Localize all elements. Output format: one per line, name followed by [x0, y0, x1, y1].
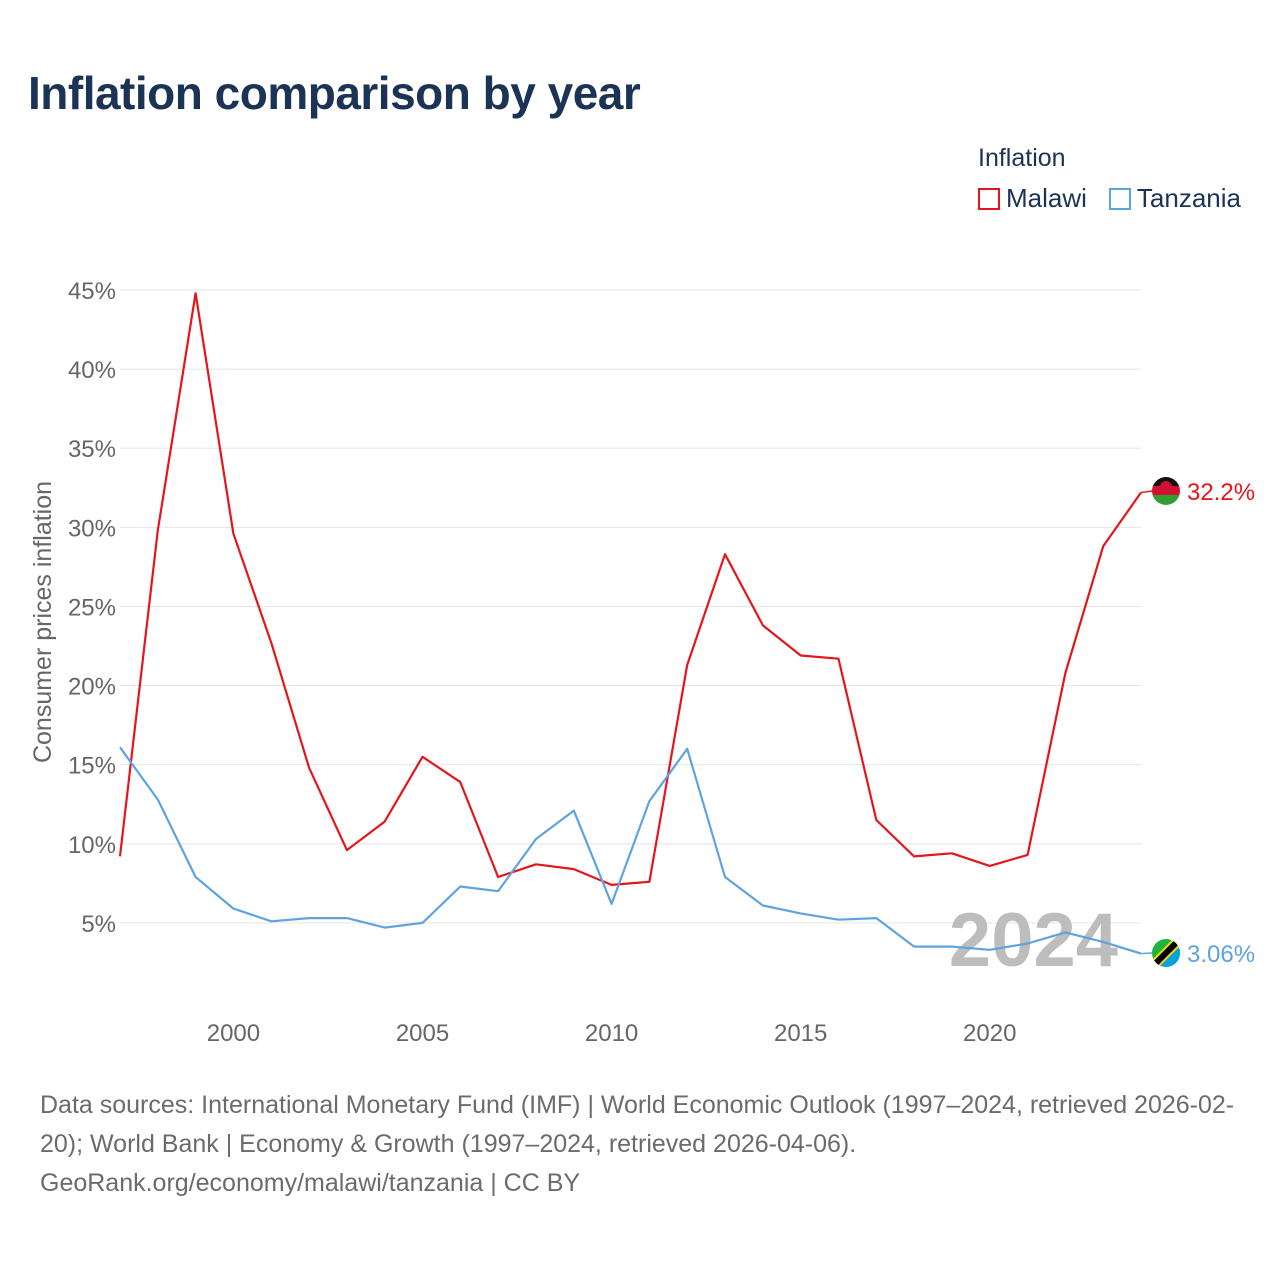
x-tick-label: 2020 — [963, 1020, 1016, 1047]
end-connector-tanzania — [1140, 952, 1153, 955]
series-lines — [118, 292, 1142, 955]
end-value-label-malawi: 32.2% — [1187, 479, 1255, 506]
end-connector-malawi — [1140, 490, 1153, 494]
end-value-label-tanzania: 3.06% — [1187, 941, 1255, 968]
x-tick-label: 2005 — [396, 1020, 449, 1047]
x-tick-label: 2000 — [207, 1020, 260, 1047]
x-tick-label: 2010 — [585, 1020, 638, 1047]
y-tick-label: 30% — [68, 515, 116, 542]
source-note: Data sources: International Monetary Fun… — [40, 1086, 1250, 1203]
legend-swatch-malawi — [978, 187, 1000, 210]
source-text: Data sources: International Monetary Fun… — [40, 1091, 1235, 1158]
chart-title: Inflation comparison by year — [28, 67, 641, 119]
legend-item-malawi[interactable]: Malawi — [978, 183, 1087, 214]
y-tick-label: 45% — [68, 278, 116, 305]
y-axis-label: Consumer prices inflation — [29, 481, 57, 763]
y-tick-label: 5% — [81, 911, 116, 938]
legend-item-tanzania[interactable]: Tanzania — [1108, 183, 1241, 214]
legend-title: Inflation — [978, 144, 1066, 172]
x-tick-label: 2015 — [774, 1020, 827, 1047]
year-watermark: 2024 — [949, 898, 1118, 983]
y-tick-label: 25% — [68, 594, 116, 621]
series-line-tanzania[interactable] — [119, 746, 1142, 955]
legend: Inflation Malawi Tanzania — [978, 144, 1241, 214]
line-chart: 5%10%15%20%25%30%35%40%45% 2000 2005 2010 2… — [29, 278, 1255, 1047]
grid-lines — [120, 289, 1141, 924]
y-tick-label: 35% — [68, 436, 116, 463]
series-line-malawi[interactable] — [118, 292, 1142, 887]
end-labels: 32.2% 3.06% — [1140, 479, 1255, 968]
legend-label-malawi: Malawi — [1006, 183, 1087, 213]
source-credit: GeoRank.org/economy/malawi/tanzania | CC… — [40, 1169, 581, 1197]
y-axis-ticks: 5% 10% 15% 20% 25% 30% 35% 40% 45% — [68, 278, 116, 938]
y-tick-label: 10% — [68, 832, 116, 859]
y-tick-label: 40% — [68, 357, 116, 384]
legend-swatch-tanzania — [1108, 187, 1131, 210]
tanzania-flag-icon — [1152, 939, 1180, 967]
y-tick-label: 15% — [68, 753, 116, 780]
y-tick-label: 20% — [68, 674, 116, 701]
x-axis-ticks: 2000 2005 2010 2015 2020 — [207, 1020, 1017, 1047]
legend-label-tanzania: Tanzania — [1136, 183, 1241, 213]
malawi-flag-icon — [1152, 477, 1180, 505]
